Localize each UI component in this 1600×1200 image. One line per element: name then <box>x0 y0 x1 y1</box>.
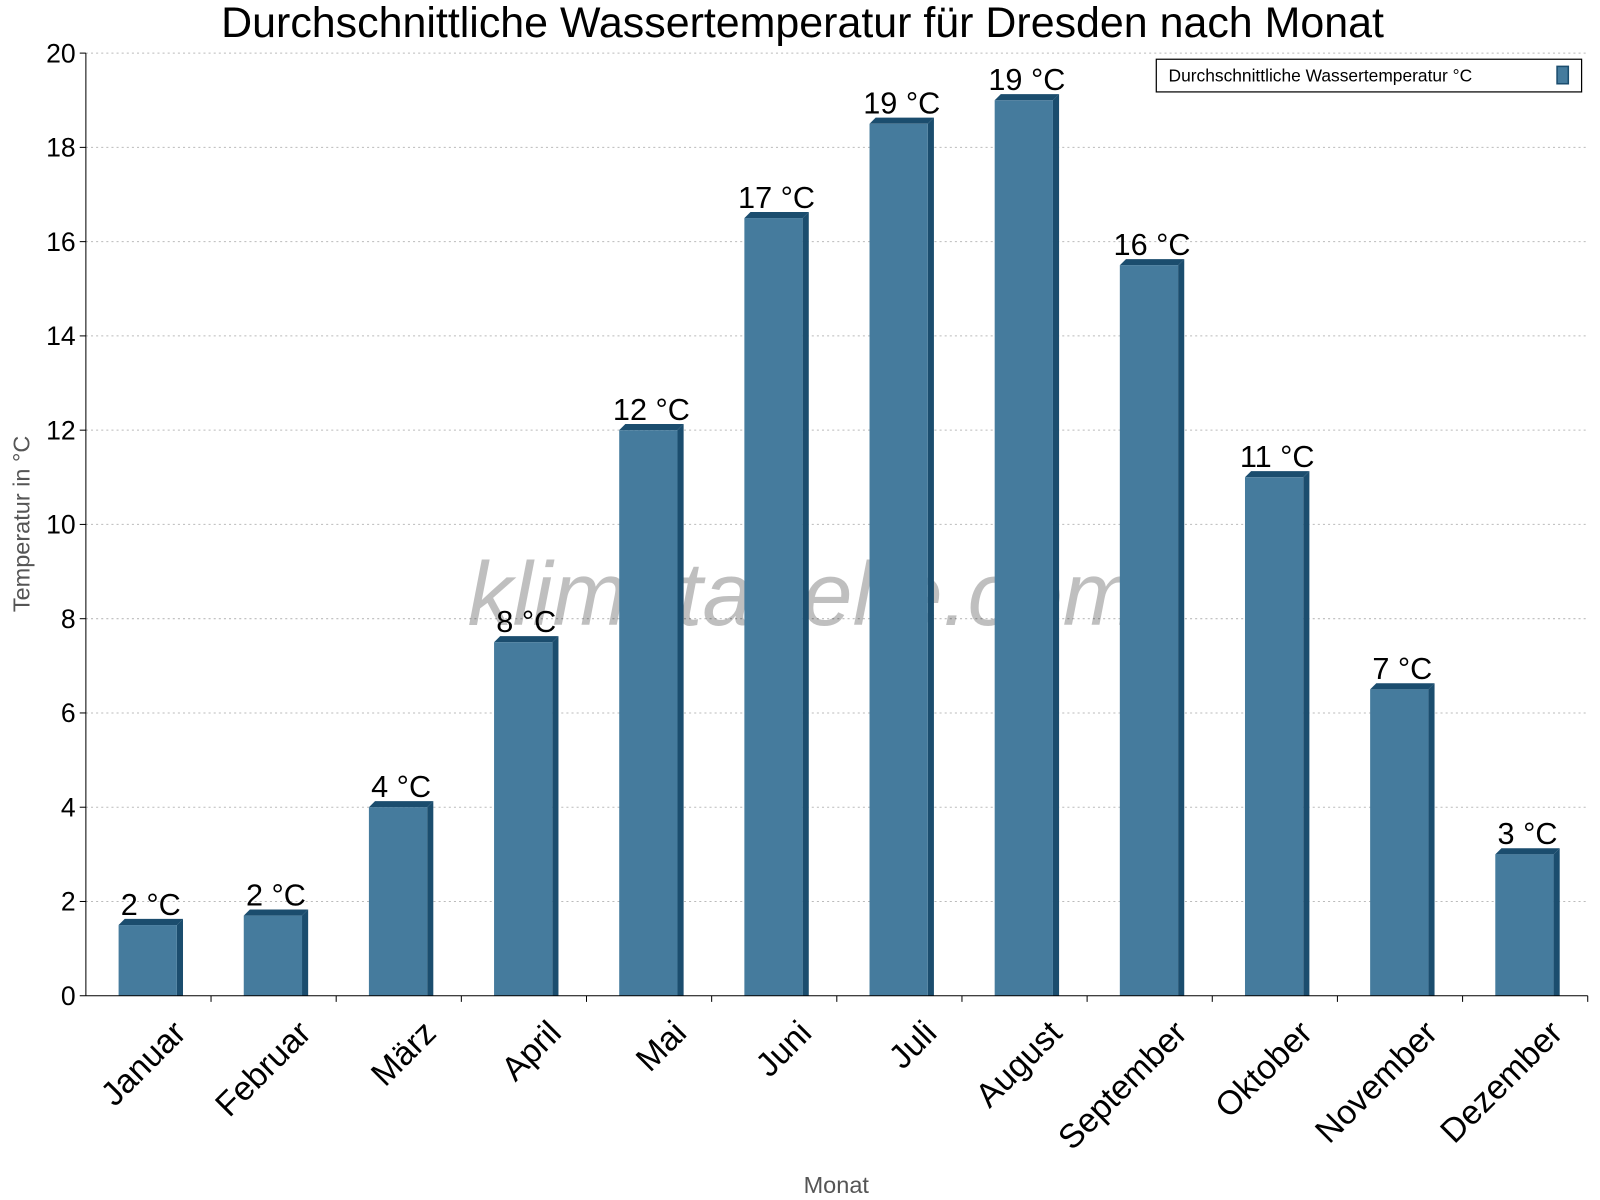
y-tick-label: 4 <box>61 792 76 822</box>
bar-front <box>243 915 303 996</box>
bar <box>494 636 559 996</box>
bar <box>1244 471 1310 996</box>
bar <box>994 94 1060 996</box>
x-tick-label: August <box>968 1013 1070 1114</box>
data-label: 12 °C <box>613 393 690 427</box>
bar-side <box>1428 683 1435 996</box>
bar-front <box>118 925 177 996</box>
x-tick-label: Oktober <box>1208 1014 1320 1126</box>
data-label: 17 °C <box>738 181 815 215</box>
legend-label: Durchschnittliche Wassertemperatur °C <box>1169 66 1473 86</box>
bar-front <box>869 123 928 996</box>
bar-top <box>1244 471 1310 478</box>
y-tick-label: 18 <box>46 133 76 163</box>
bar-top <box>118 918 184 926</box>
bar-side <box>1052 94 1060 996</box>
data-label: 2 °C <box>121 888 181 922</box>
bar-front <box>1495 854 1554 996</box>
bar <box>118 918 184 996</box>
x-tick-label: Februar <box>208 1014 318 1124</box>
bar-side <box>427 801 434 996</box>
bar <box>1495 848 1560 996</box>
bar-top <box>1495 848 1560 855</box>
x-tick-label: November <box>1308 1014 1445 1151</box>
y-tick-label: 20 <box>46 38 76 68</box>
bar-top <box>744 211 809 219</box>
bar <box>1370 683 1435 996</box>
bar-side <box>1553 848 1560 996</box>
x-tick-label: März <box>364 1014 444 1094</box>
y-tick-label: 2 <box>61 887 76 917</box>
bar-front <box>994 100 1053 996</box>
bar-side <box>552 636 559 996</box>
bar-front <box>1244 477 1304 996</box>
bar-side <box>1303 471 1310 996</box>
data-label: 2 °C <box>246 878 306 912</box>
bar-top <box>368 801 434 808</box>
legend-swatch <box>1556 65 1570 85</box>
bar-side <box>176 918 184 996</box>
bar-top <box>243 909 309 916</box>
bar <box>368 801 434 996</box>
y-tick-label: 8 <box>61 604 76 634</box>
y-tick-label: 0 <box>61 981 76 1011</box>
bar-side <box>677 424 684 996</box>
x-tick-label: September <box>1051 1014 1195 1157</box>
y-tick-label: 12 <box>46 415 76 445</box>
chart-title: Durchschnittliche Wassertemperatur für D… <box>221 0 1384 47</box>
x-tick-label: Juli <box>882 1014 945 1077</box>
legend: Durchschnittliche Wassertemperatur °C <box>1155 58 1583 93</box>
bar <box>243 909 309 996</box>
x-tick-label: Januar <box>93 1014 193 1114</box>
bar <box>744 211 809 996</box>
y-tick-label: 16 <box>46 227 76 257</box>
data-label: 8 °C <box>496 605 556 639</box>
y-tick-label: 10 <box>46 510 76 540</box>
bar-side <box>302 909 309 996</box>
data-label: 4 °C <box>371 770 431 804</box>
bar <box>1119 259 1185 996</box>
bar-top <box>619 424 684 431</box>
data-label: 19 °C <box>988 63 1065 97</box>
data-label: 3 °C <box>1498 817 1558 851</box>
data-label: 19 °C <box>863 87 940 121</box>
bar-front <box>494 642 553 996</box>
bar-top <box>869 117 934 124</box>
bar-side <box>927 117 934 996</box>
bar-front <box>619 430 678 996</box>
bar-top <box>1370 683 1435 690</box>
x-tick-label: Juni <box>748 1014 819 1085</box>
bar-side <box>802 211 809 996</box>
bar-top <box>1119 259 1185 266</box>
x-axis-label: Monat <box>804 1172 870 1198</box>
y-axis-label: Temperatur in °C <box>9 436 35 613</box>
x-tick-label: April <box>494 1014 569 1089</box>
x-tick-label: Dezember <box>1433 1014 1570 1151</box>
bar-front <box>744 218 803 996</box>
bar <box>869 117 934 996</box>
y-tick-label: 6 <box>61 698 76 728</box>
bar-front <box>1370 689 1429 996</box>
data-label: 7 °C <box>1372 652 1432 686</box>
bar-side <box>1178 259 1185 996</box>
bar-front <box>368 807 428 996</box>
data-label: 11 °C <box>1240 440 1315 474</box>
bar-top <box>994 94 1060 101</box>
data-label: 16 °C <box>1114 228 1191 262</box>
bar <box>619 424 684 996</box>
x-tick-label: Mai <box>629 1014 694 1079</box>
bar-front <box>1119 265 1179 996</box>
y-tick-label: 14 <box>46 321 76 351</box>
bar-top <box>494 636 559 643</box>
